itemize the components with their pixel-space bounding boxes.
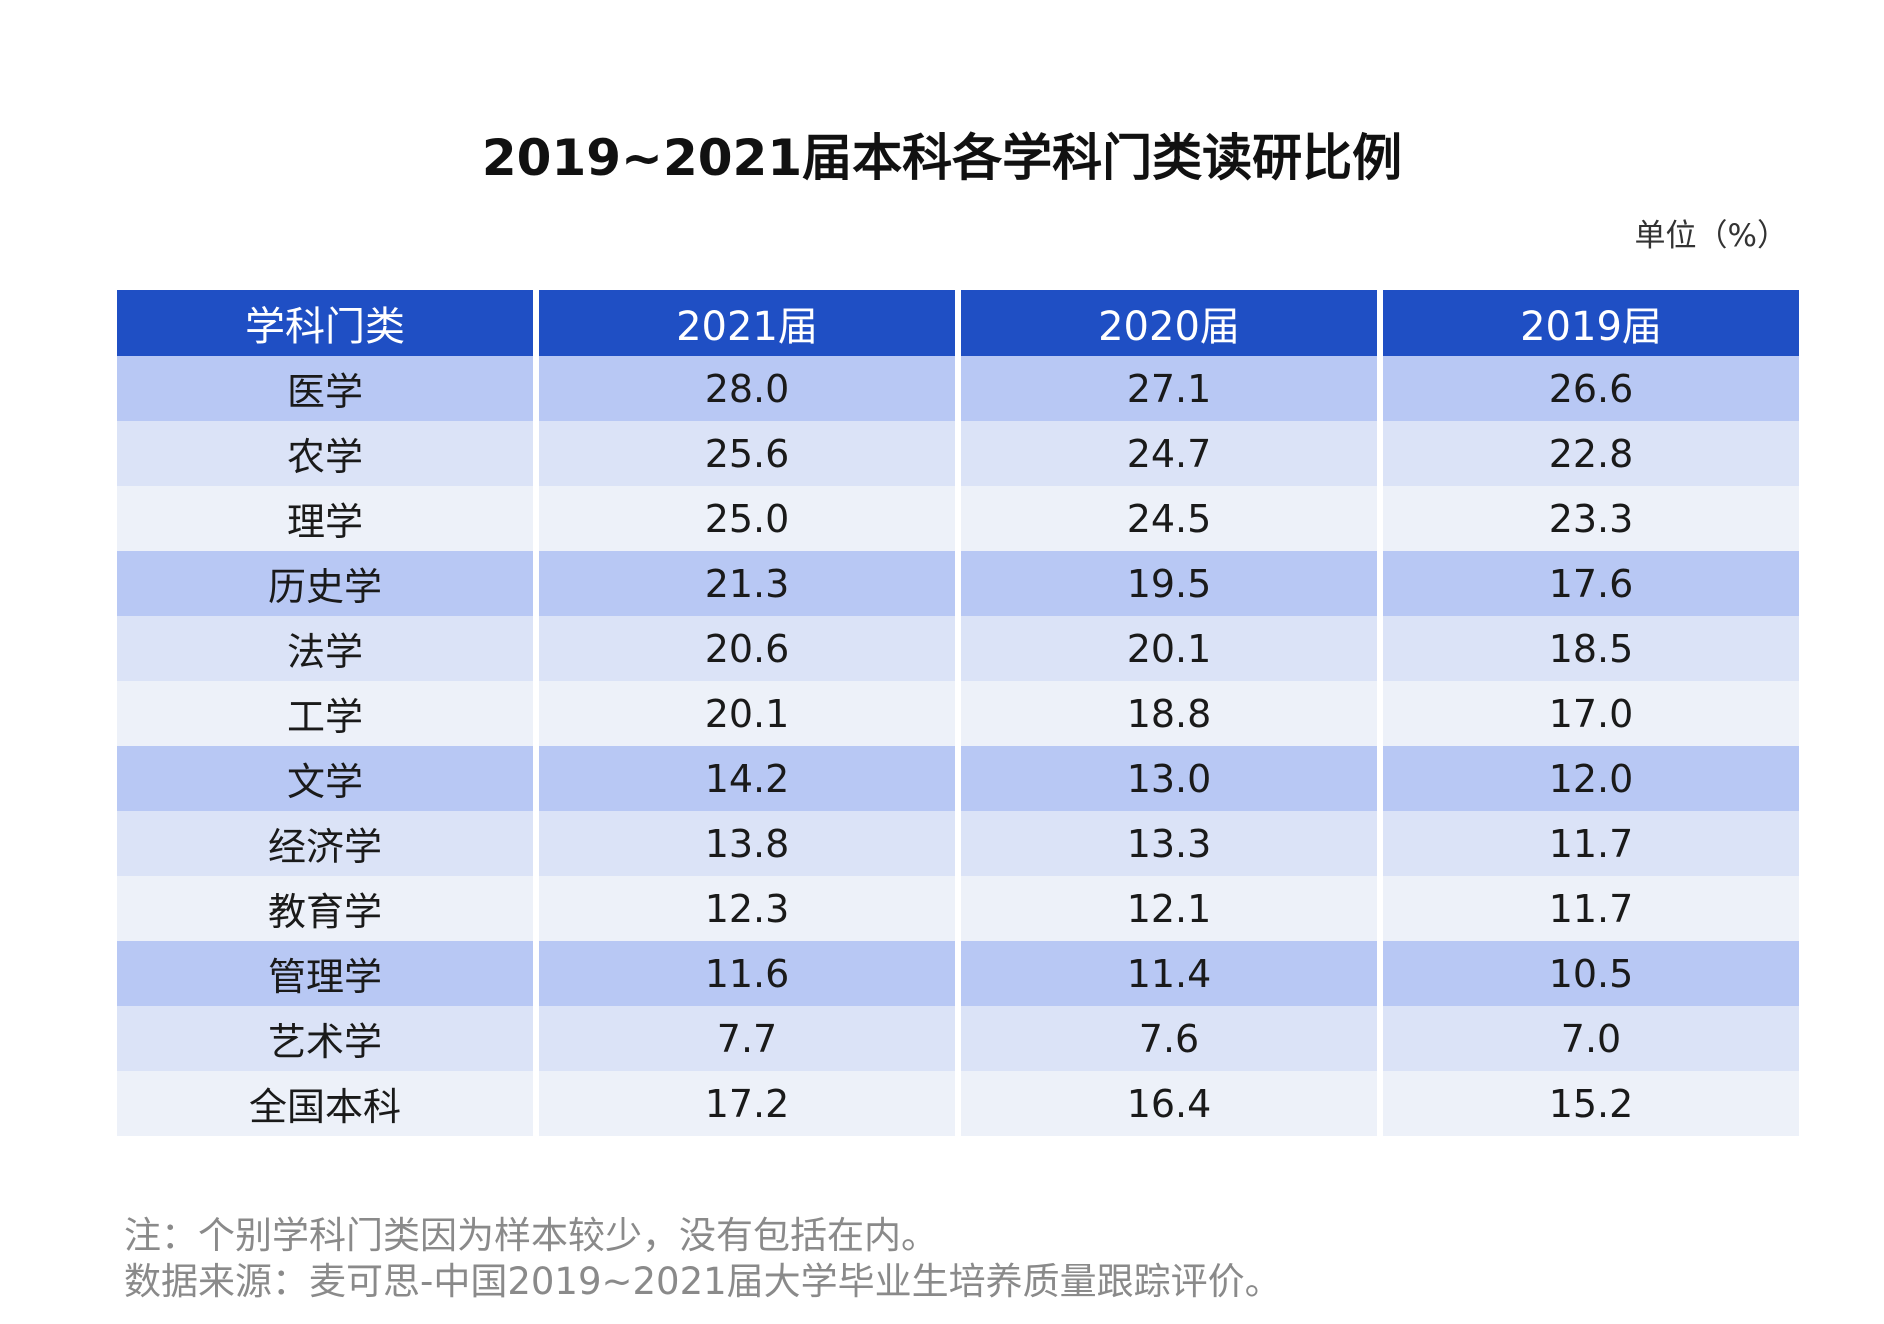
row-category-label: 工学 (117, 681, 533, 746)
unit-label: 单位（%） (1634, 218, 1788, 254)
table-value-cell: 24.7 (961, 421, 1377, 486)
table-value-cell: 11.7 (1383, 876, 1799, 941)
table-value-cell: 28.0 (539, 356, 955, 421)
table-value-cell: 18.5 (1383, 616, 1799, 681)
table-value-cell: 14.2 (539, 746, 955, 811)
row-category-label: 管理学 (117, 941, 533, 1006)
data-table-container: 学科门类 2021届 2020届 2019届 医学 28.0 27.1 26.6 农学 2… (117, 290, 1799, 1136)
table-value-cell: 17.0 (1383, 681, 1799, 746)
column-header-2019: 2019届 (1383, 290, 1799, 356)
table-value-cell: 12.1 (961, 876, 1377, 941)
table-row: 农学 25.6 24.7 22.8 (117, 421, 1799, 486)
table-row: 历史学 21.3 19.5 17.6 (117, 551, 1799, 616)
table-value-cell: 11.6 (539, 941, 955, 1006)
table-value-cell: 17.2 (539, 1071, 955, 1136)
row-category-label: 全国本科 (117, 1071, 533, 1136)
table-row: 管理学 11.6 11.4 10.5 (117, 941, 1799, 1006)
table-value-cell: 17.6 (1383, 551, 1799, 616)
table-value-cell: 25.6 (539, 421, 955, 486)
table-body: 医学 28.0 27.1 26.6 农学 25.6 24.7 22.8 理学 25.0 24.5 23… (117, 356, 1799, 1136)
column-header-category: 学科门类 (117, 290, 533, 356)
table-value-cell: 20.6 (539, 616, 955, 681)
table-header-row: 学科门类 2021届 2020届 2019届 (117, 290, 1799, 356)
table-value-cell: 20.1 (961, 616, 1377, 681)
chart-title: 2019~2021届本科各学科门类读研比例 (481, 129, 1403, 187)
table-value-cell: 24.5 (961, 486, 1377, 551)
row-category-label: 艺术学 (117, 1006, 533, 1071)
table-value-cell: 15.2 (1383, 1071, 1799, 1136)
table-value-cell: 10.5 (1383, 941, 1799, 1006)
row-category-label: 文学 (117, 746, 533, 811)
table-value-cell: 25.0 (539, 486, 955, 551)
table-row: 法学 20.6 20.1 18.5 (117, 616, 1799, 681)
table-row: 文学 14.2 13.0 12.0 (117, 746, 1799, 811)
table-value-cell: 7.0 (1383, 1006, 1799, 1071)
row-category-label: 教育学 (117, 876, 533, 941)
table-value-cell: 13.8 (539, 811, 955, 876)
table-value-cell: 11.7 (1383, 811, 1799, 876)
table-row: 经济学 13.8 13.3 11.7 (117, 811, 1799, 876)
table-row: 教育学 12.3 12.1 11.7 (117, 876, 1799, 941)
table-value-cell: 13.0 (961, 746, 1377, 811)
data-table: 学科门类 2021届 2020届 2019届 医学 28.0 27.1 26.6 农学 2… (111, 290, 1805, 1136)
table-value-cell: 12.0 (1383, 746, 1799, 811)
row-category-label: 医学 (117, 356, 533, 421)
table-value-cell: 16.4 (961, 1071, 1377, 1136)
row-category-label: 农学 (117, 421, 533, 486)
table-value-cell: 21.3 (539, 551, 955, 616)
footnote-source: 数据来源：麦可思-中国2019~2021届大学毕业生培养质量跟踪评价。 (124, 1260, 1282, 1303)
footnote-note: 注：个别学科门类因为样本较少，没有包括在内。 (124, 1214, 938, 1257)
row-category-label: 历史学 (117, 551, 533, 616)
column-header-2021: 2021届 (539, 290, 955, 356)
table-row: 全国本科 17.2 16.4 15.2 (117, 1071, 1799, 1136)
table-value-cell: 27.1 (961, 356, 1377, 421)
table-value-cell: 23.3 (1383, 486, 1799, 551)
table-value-cell: 20.1 (539, 681, 955, 746)
table-value-cell: 7.7 (539, 1006, 955, 1071)
table-value-cell: 11.4 (961, 941, 1377, 1006)
table-value-cell: 13.3 (961, 811, 1377, 876)
table-row: 医学 28.0 27.1 26.6 (117, 356, 1799, 421)
column-header-2020: 2020届 (961, 290, 1377, 356)
table-row: 理学 25.0 24.5 23.3 (117, 486, 1799, 551)
table-row: 工学 20.1 18.8 17.0 (117, 681, 1799, 746)
row-category-label: 理学 (117, 486, 533, 551)
table-value-cell: 12.3 (539, 876, 955, 941)
table-value-cell: 19.5 (961, 551, 1377, 616)
table-value-cell: 18.8 (961, 681, 1377, 746)
row-category-label: 法学 (117, 616, 533, 681)
table-value-cell: 22.8 (1383, 421, 1799, 486)
table-value-cell: 26.6 (1383, 356, 1799, 421)
table-value-cell: 7.6 (961, 1006, 1377, 1071)
row-category-label: 经济学 (117, 811, 533, 876)
table-row: 艺术学 7.7 7.6 7.0 (117, 1006, 1799, 1071)
